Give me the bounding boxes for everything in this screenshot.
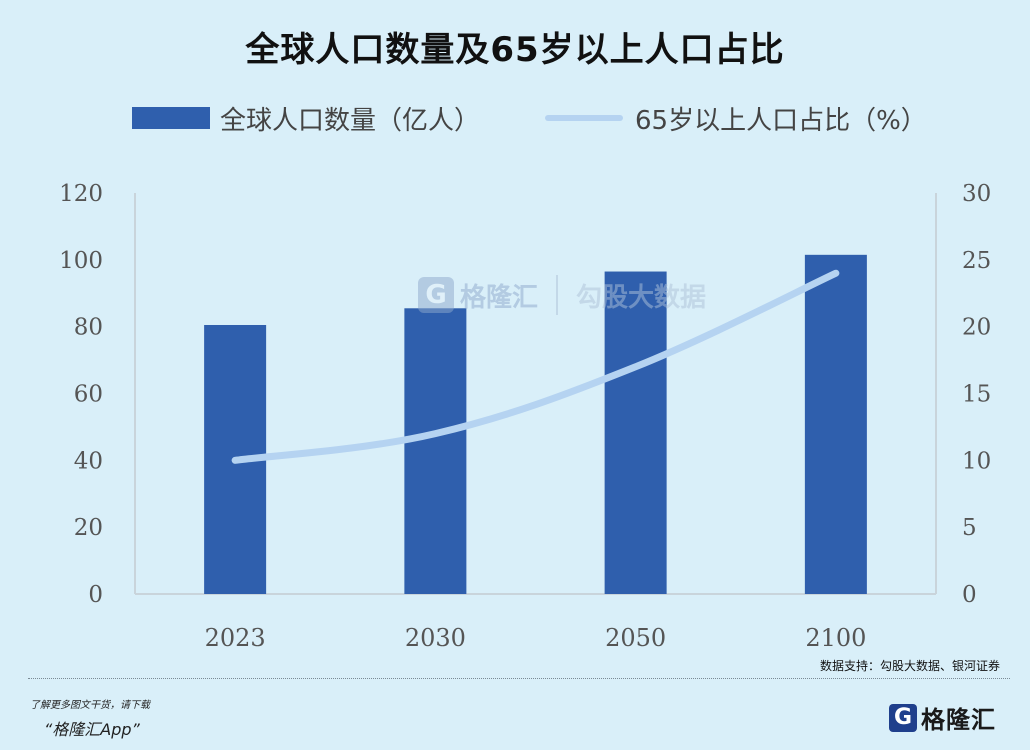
y-left-tick-label: 100 bbox=[59, 248, 103, 274]
y-left-tick-label: 80 bbox=[74, 315, 103, 341]
x-tick-label: 2100 bbox=[805, 624, 866, 652]
y-left-tick-label: 20 bbox=[74, 515, 103, 541]
x-tick-label: 2023 bbox=[205, 624, 266, 652]
legend-label-population: 全球人口数量（亿人） bbox=[220, 105, 481, 136]
y-right-tick-label: 10 bbox=[962, 448, 991, 474]
legend-item-elderly-share: 65岁以上人口占比（%） bbox=[545, 98, 927, 138]
footer-logo: G 格隆汇 bbox=[889, 700, 996, 735]
footer-note: 了解更多图文干货，请下载 bbox=[30, 700, 150, 711]
chart-title: 全球人口数量及65岁以上人口占比 bbox=[245, 30, 785, 70]
y-right-tick-label: 25 bbox=[962, 248, 991, 274]
x-tick-label: 2050 bbox=[605, 624, 666, 652]
bar-population bbox=[804, 254, 867, 594]
legend-label-elderly-share: 65岁以上人口占比（%） bbox=[635, 105, 927, 136]
y-right-tick-label: 5 bbox=[962, 515, 977, 541]
line-point-elderly-share bbox=[432, 430, 439, 437]
chart-legend: 全球人口数量（亿人） 65岁以上人口占比（%） bbox=[0, 98, 1030, 138]
footer-app-name: “格隆汇App” bbox=[44, 720, 140, 739]
logo-text: 格隆汇 bbox=[921, 706, 996, 734]
y-right-tick-label: 20 bbox=[962, 315, 991, 341]
logo-icon: G bbox=[889, 703, 917, 732]
y-right-tick-label: 0 bbox=[962, 582, 977, 608]
legend-item-population: 全球人口数量（亿人） bbox=[132, 98, 480, 138]
footer-divider bbox=[28, 678, 1010, 679]
y-right-tick-label: 30 bbox=[962, 181, 991, 207]
y-left-tick-label: 120 bbox=[59, 181, 103, 207]
bar-population bbox=[604, 271, 667, 594]
legend-line-swatch bbox=[545, 115, 623, 121]
x-tick-label: 2030 bbox=[405, 624, 466, 652]
y-left-tick-label: 60 bbox=[74, 382, 103, 408]
legend-bar-swatch bbox=[132, 107, 210, 129]
y-left-tick-label: 40 bbox=[74, 448, 103, 474]
line-point-elderly-share bbox=[232, 457, 239, 464]
line-point-elderly-share bbox=[832, 270, 839, 277]
line-elderly-share bbox=[231, 269, 840, 464]
line-point-elderly-share bbox=[632, 363, 639, 370]
data-source: 数据支持：勾股大数据、银河证券 bbox=[819, 659, 1000, 673]
bar-population bbox=[404, 308, 467, 594]
y-right-tick-label: 15 bbox=[962, 382, 991, 408]
y-left-tick-label: 0 bbox=[88, 582, 103, 608]
